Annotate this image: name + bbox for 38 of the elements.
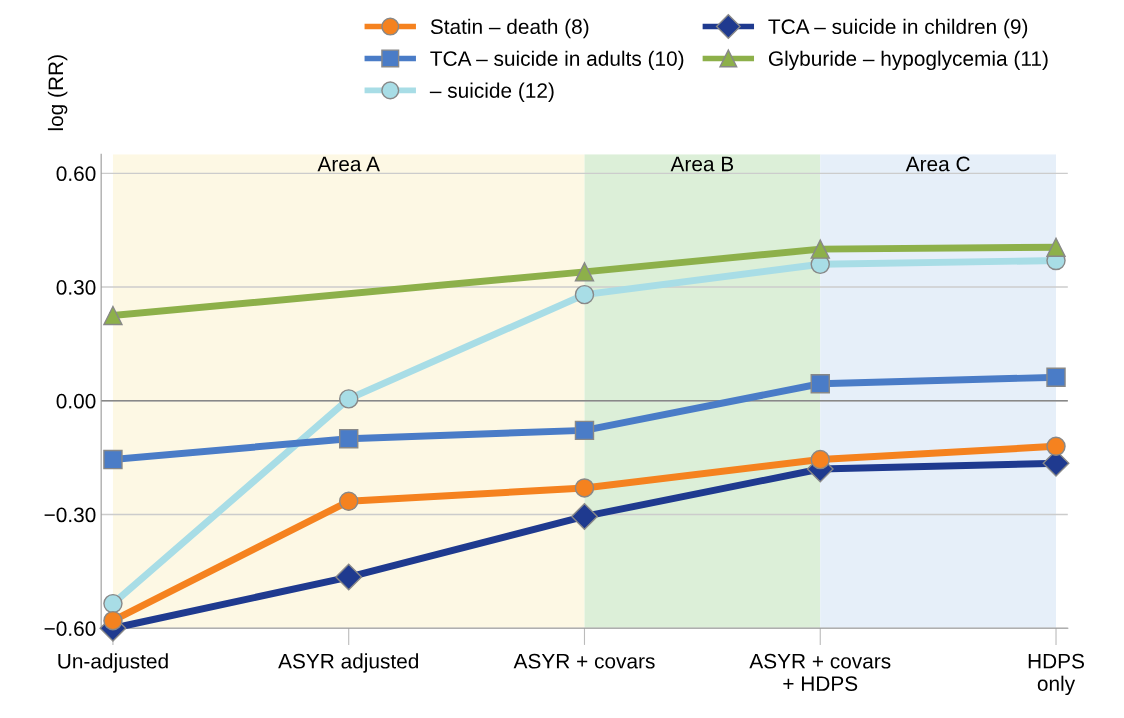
x-tick-label: ASYR adjusted [278,653,419,673]
point [103,593,123,614]
point [1046,436,1066,457]
point [338,491,359,511]
point [338,389,359,409]
point [1046,237,1066,257]
point [335,563,363,591]
point [574,478,595,498]
x-tick-label: Un-adjusted [58,653,168,673]
point [103,449,123,470]
point [574,262,595,282]
point [571,502,598,530]
point [574,420,595,441]
legend-label: Glyburide – hypoglycemia (11) [768,50,1048,71]
band-label: Area B [670,156,734,172]
y-tick-label: −0.30 [44,507,96,523]
y-tick-label: −0.60 [44,621,96,636]
legend-label: TCA – suicide in adults (10) [430,50,684,71]
legend-label: Statin – death (8) [430,18,589,39]
point [103,610,123,631]
y-tick-label: 0.60 [56,166,96,182]
legend-label: TCA – suicide in children (9) [768,18,1028,39]
legend-label: – suicide (12) [429,82,554,102]
point [103,305,123,326]
point [338,428,359,449]
point [810,449,830,470]
point [810,374,830,394]
point [810,239,830,259]
band-label: Area A [317,156,380,172]
point [574,284,595,305]
y-tick-label: 0.30 [56,280,96,295]
x-tick-label: ASYR + covars + HDPS [749,653,891,691]
point [1046,367,1066,388]
x-tick-label: HDPS only [1028,653,1084,696]
y-tick-label: 0.00 [56,393,96,409]
y-axis-title: log (RR) [47,55,68,131]
band-label: Area C [905,156,970,172]
x-tick-label: ASYR + covars [513,653,655,669]
